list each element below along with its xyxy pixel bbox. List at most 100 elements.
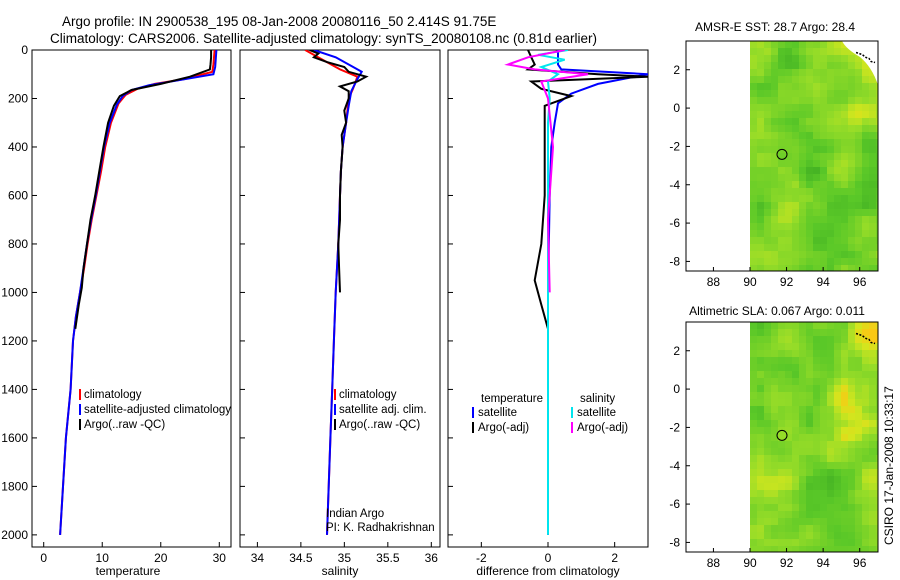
map-cell	[813, 483, 821, 491]
map-cell	[848, 336, 856, 344]
map-cell	[820, 83, 828, 91]
map-cell	[841, 160, 849, 168]
legend-label: Argo(..raw -QC)	[84, 419, 165, 431]
map-cell	[792, 469, 800, 477]
map-cell	[785, 167, 793, 175]
map-cell	[806, 69, 814, 77]
map-cell	[862, 357, 870, 365]
map-cell	[778, 251, 786, 259]
map-cell	[757, 83, 765, 91]
map-cell	[785, 111, 793, 119]
map-cell	[869, 209, 877, 217]
map-cell	[778, 265, 786, 271]
map-cell	[813, 350, 821, 358]
map-cell	[792, 258, 800, 266]
map-cell	[806, 525, 814, 533]
map-cell	[848, 83, 856, 91]
map-cell	[820, 55, 828, 63]
map-cell	[778, 111, 786, 119]
map-cell	[764, 322, 772, 330]
map-cell	[764, 244, 772, 252]
map-cell	[792, 111, 800, 119]
map-cell	[876, 188, 878, 196]
map-cell	[834, 434, 842, 442]
map-cell	[764, 525, 772, 533]
map-cell	[848, 132, 856, 140]
map-cell	[764, 216, 772, 224]
map-cell	[869, 532, 877, 540]
map-cell	[834, 364, 842, 372]
map-cell	[778, 230, 786, 238]
map-cell	[792, 146, 800, 154]
map-cell	[771, 322, 779, 330]
map-cell	[757, 504, 765, 512]
map-cell	[778, 125, 786, 133]
map-cell	[820, 97, 828, 105]
map-cell	[792, 336, 800, 344]
map-cell	[750, 209, 758, 217]
map-cell	[827, 364, 835, 372]
map-cell	[799, 392, 807, 400]
map-cell	[876, 90, 878, 98]
map-cell	[869, 329, 877, 337]
map-cell	[848, 413, 856, 421]
map-cell	[848, 483, 856, 491]
map-cell	[855, 413, 863, 421]
map-cell	[792, 90, 800, 98]
map-cell	[764, 118, 772, 126]
map-cell	[834, 153, 842, 161]
map-cell	[799, 202, 807, 210]
map-cell	[827, 62, 835, 70]
map-cell	[869, 525, 877, 533]
map-cell	[834, 48, 842, 56]
map-cell	[841, 167, 849, 175]
map-cell	[757, 539, 765, 547]
map-cell	[848, 97, 856, 105]
map-cell	[862, 532, 870, 540]
map-cell	[792, 167, 800, 175]
map-cell	[841, 539, 849, 547]
map-cell	[834, 504, 842, 512]
map-cell	[771, 455, 779, 463]
map-cell	[764, 69, 772, 77]
map-cell	[778, 329, 786, 337]
map-cell	[820, 69, 828, 77]
map-cell	[855, 174, 863, 182]
map-cell	[750, 132, 758, 140]
map-cell	[834, 181, 842, 189]
map-cell	[771, 469, 779, 477]
map-cell	[757, 258, 765, 266]
map-cell	[820, 469, 828, 477]
map-cell	[785, 392, 793, 400]
legend-label: satellite	[478, 407, 517, 419]
map-cell	[876, 406, 878, 414]
map-cell	[792, 448, 800, 456]
map-cell	[834, 132, 842, 140]
map-cell	[820, 476, 828, 484]
map-cell	[785, 532, 793, 540]
salinity-axes: 34 34.5 35 35.5 36 climatology satellite adj. …	[239, 49, 441, 578]
sst-map-title: AMSR-E SST: 28.7 Argo: 28.4	[695, 20, 855, 34]
map-cell	[785, 188, 793, 196]
map-cell	[862, 90, 870, 98]
salinity-xtick-label: 35	[338, 551, 352, 565]
map-cell	[841, 230, 849, 238]
map-cell	[855, 350, 863, 358]
map-cell	[806, 329, 814, 337]
map-cell	[806, 385, 814, 393]
map-cell	[771, 167, 779, 175]
map-cell	[841, 258, 849, 266]
map-cell	[778, 167, 786, 175]
map-cell	[869, 336, 877, 344]
map-ytick-label: -8	[669, 254, 680, 268]
map-cell	[806, 336, 814, 344]
map-cell	[785, 265, 793, 271]
map-cell	[750, 329, 758, 337]
map-cell	[848, 216, 856, 224]
map-cell	[771, 251, 779, 259]
map-cell	[764, 427, 772, 435]
map-cell	[820, 343, 828, 351]
sla-map-title: Altimetric SLA: 0.067 Argo: 0.011	[689, 304, 865, 318]
map-cell	[813, 357, 821, 365]
map-cell	[827, 434, 835, 442]
